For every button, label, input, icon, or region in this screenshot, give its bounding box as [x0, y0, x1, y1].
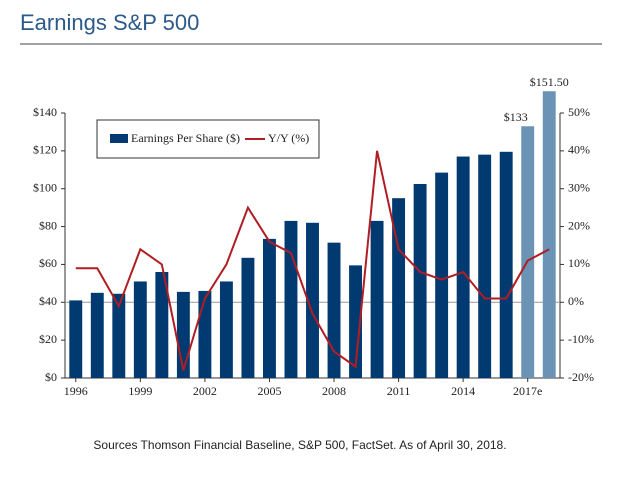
- x-tick-label: 2002: [193, 384, 217, 398]
- y-tick-label: $100: [33, 180, 57, 194]
- y-tick-label: $0: [45, 370, 57, 384]
- bar: [69, 300, 83, 378]
- bar: [176, 291, 190, 378]
- bar: [219, 281, 233, 378]
- bar: [241, 257, 255, 378]
- y2-tick-label: 40%: [568, 143, 590, 157]
- bar: [349, 265, 362, 378]
- y-tick-label: $120: [33, 143, 57, 157]
- chart-title: Earnings S&P 500: [20, 10, 199, 35]
- y-tick-label: $20: [39, 332, 57, 346]
- x-tick-label: 2017e: [513, 384, 542, 398]
- legend-box: [96, 119, 320, 159]
- legend-label: Earnings Per Share ($): [131, 131, 240, 145]
- x-tick-label: 1999: [128, 384, 152, 398]
- bar: [435, 172, 449, 378]
- value-label: $133: [504, 110, 528, 124]
- bar: [456, 156, 470, 378]
- line: [75, 150, 550, 371]
- y2-tick-label: -20%: [568, 370, 594, 384]
- bar: [521, 126, 535, 378]
- y2-tick-label: 50%: [568, 105, 590, 119]
- x-tick-label: 1996: [64, 384, 88, 398]
- y-tick-label: $80: [39, 218, 57, 232]
- x-tick-label: 2014: [451, 384, 475, 398]
- x-tick-label: 2011: [387, 384, 411, 398]
- bar: [263, 238, 276, 378]
- bar: [370, 220, 384, 378]
- y2-tick-label: 0%: [568, 294, 584, 308]
- y2-tick-label: 10%: [568, 256, 590, 270]
- bar: [112, 293, 126, 378]
- y-tick-label: $40: [39, 294, 57, 308]
- bar: [542, 91, 556, 378]
- x-tick-label: 2005: [257, 384, 281, 398]
- y2-tick-label: 30%: [568, 180, 590, 194]
- value-label: $151.50: [530, 75, 569, 89]
- bar: [478, 154, 492, 378]
- bar: [392, 198, 406, 378]
- y2-tick-label: -10%: [568, 332, 594, 346]
- x-tick-label: 2008: [322, 384, 346, 398]
- y-tick-label: $140: [33, 105, 57, 119]
- source-note: Sources Thomson Financial Baseline, S&P …: [93, 438, 506, 452]
- bar: [90, 292, 104, 378]
- bar: [284, 220, 298, 378]
- legend-swatch: [110, 134, 128, 143]
- bar: [499, 151, 513, 378]
- bar: [306, 222, 319, 378]
- bar: [155, 272, 169, 378]
- y-tick-label: $60: [39, 256, 57, 270]
- y2-tick-label: 20%: [568, 218, 590, 232]
- bar: [327, 242, 341, 378]
- bar: [133, 281, 147, 378]
- bar: [413, 183, 427, 378]
- legend-label: Y/Y (%): [268, 131, 309, 145]
- bar: [198, 290, 212, 378]
